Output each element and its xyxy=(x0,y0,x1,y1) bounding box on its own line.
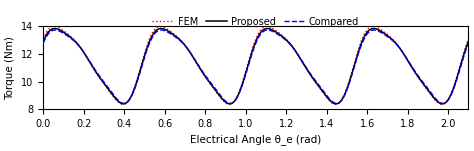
Line: Compared: Compared xyxy=(43,30,468,103)
Compared xyxy=(454,79,459,81)
Line: FEM: FEM xyxy=(43,26,468,104)
FEM xyxy=(333,103,338,105)
Proposed xyxy=(62,32,68,34)
Line: Proposed: Proposed xyxy=(43,29,468,104)
Proposed xyxy=(52,28,57,29)
FEM xyxy=(40,38,46,40)
FEM xyxy=(454,77,459,79)
Compared xyxy=(375,30,381,32)
FEM xyxy=(247,55,253,57)
X-axis label: Electrical Angle θ_e (rad): Electrical Angle θ_e (rad) xyxy=(190,135,321,145)
Compared xyxy=(334,103,339,104)
FEM xyxy=(465,38,471,40)
Compared xyxy=(465,42,471,44)
Proposed xyxy=(465,40,471,42)
Proposed xyxy=(375,29,381,31)
FEM xyxy=(375,27,381,29)
FEM xyxy=(62,31,68,33)
Proposed xyxy=(454,79,459,81)
Proposed xyxy=(236,92,242,94)
FEM xyxy=(370,25,376,27)
Compared xyxy=(62,33,68,35)
Proposed xyxy=(40,40,46,42)
Compared xyxy=(236,93,242,95)
FEM xyxy=(236,92,242,94)
Proposed xyxy=(454,78,459,80)
Compared xyxy=(40,42,46,44)
Compared xyxy=(158,29,164,31)
Y-axis label: Torque (Nm): Torque (Nm) xyxy=(6,36,16,100)
Legend: FEM, Proposed, Compared: FEM, Proposed, Compared xyxy=(148,13,363,31)
Proposed xyxy=(227,103,233,105)
Compared xyxy=(454,80,459,82)
Proposed xyxy=(247,56,253,58)
Compared xyxy=(247,59,253,60)
FEM xyxy=(454,77,459,79)
